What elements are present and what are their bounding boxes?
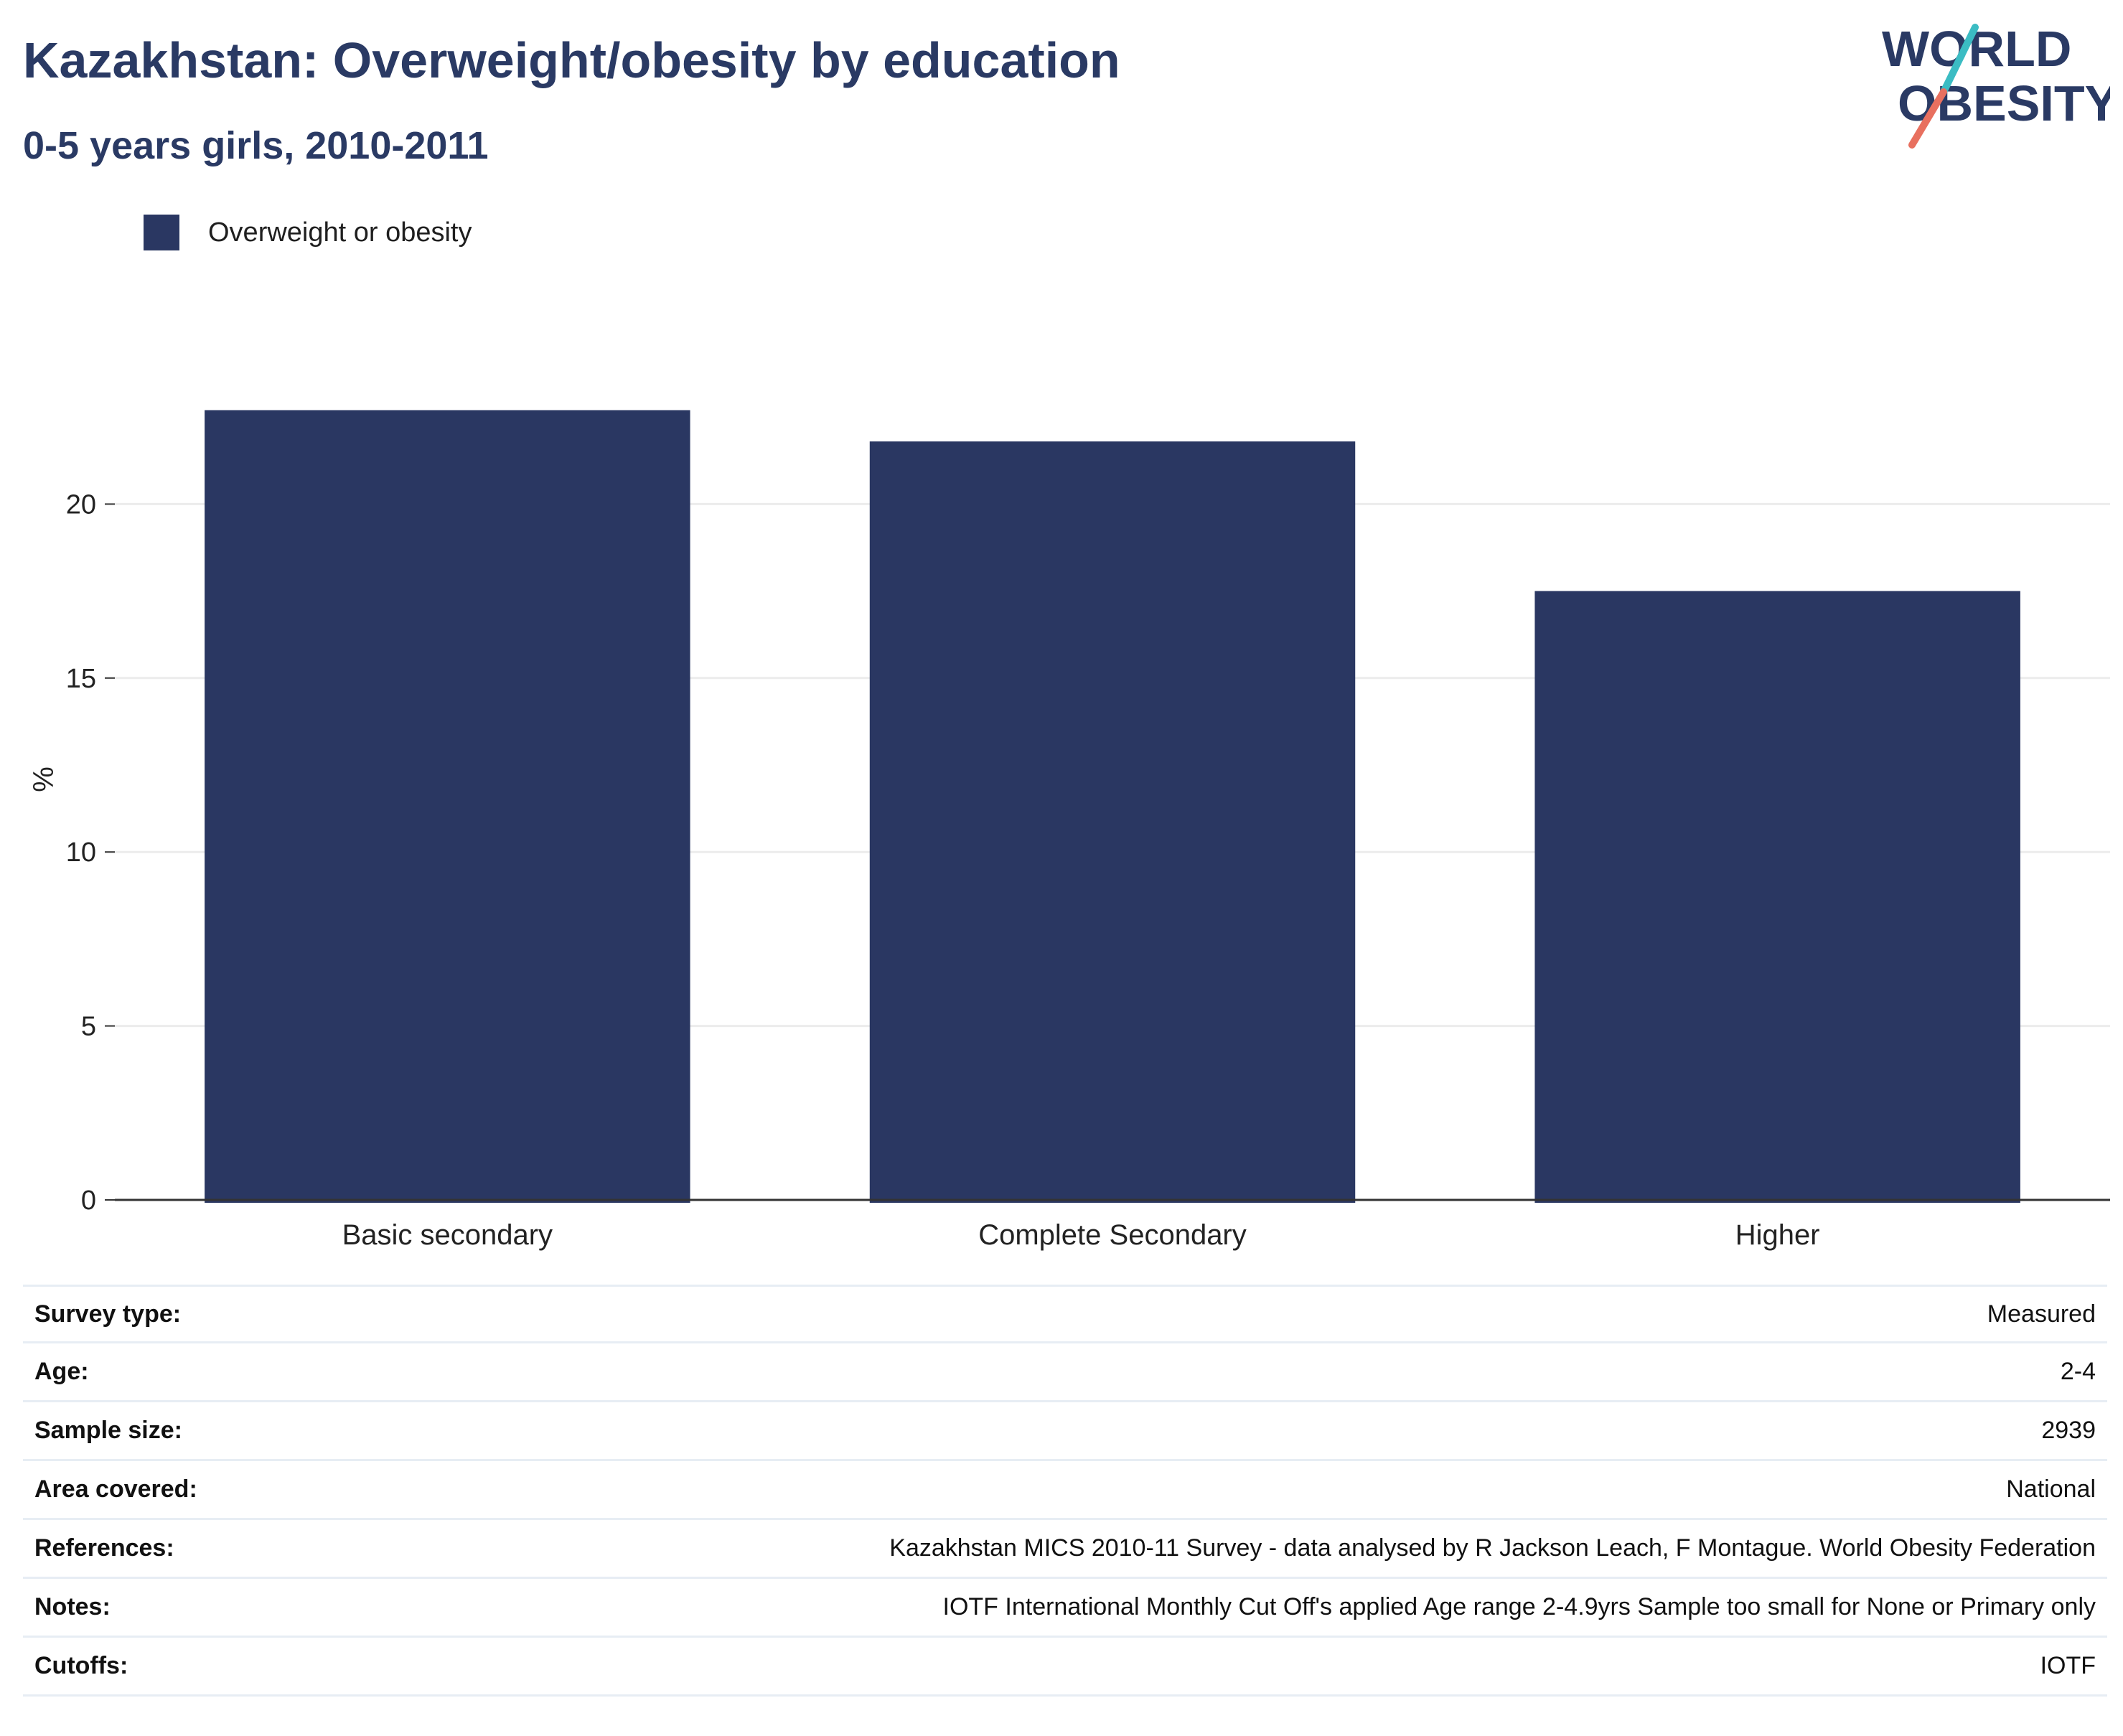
info-key: Survey type: <box>34 1300 182 1328</box>
bar <box>205 410 690 1203</box>
info-value: 2939 <box>2041 1417 2096 1444</box>
chart-legend: Overweight or obesity <box>144 212 472 253</box>
info-row-sample-size: Sample size: 2939 <box>23 1402 2107 1461</box>
info-row-age: Age: 2-4 <box>23 1343 2107 1402</box>
bar-chart: 0 5 10 15 20% Basic secondary Complete Seconda… <box>28 410 2110 1251</box>
x-tick-label: Basic secondary <box>342 1219 553 1251</box>
y-tick-label: 20 <box>66 489 96 520</box>
info-value: Kazakhstan MICS 2010-11 Survey - data an… <box>889 1534 2096 1562</box>
info-key: Area covered: <box>34 1475 197 1503</box>
y-tick-label: 5 <box>81 1012 96 1042</box>
chart-title: Kazakhstan: Overweight/obesity by educat… <box>23 32 1120 88</box>
bar <box>869 441 1356 1203</box>
info-key: References: <box>34 1534 174 1562</box>
info-row-cutoffs: Cutoffs: IOTF <box>23 1638 2107 1697</box>
info-row-area-covered: Area covered: National <box>23 1461 2107 1520</box>
y-tick-label: 10 <box>66 837 96 868</box>
info-key: Sample size: <box>34 1417 182 1444</box>
info-value: Measured <box>1987 1300 2096 1328</box>
info-key: Cutoffs: <box>34 1652 128 1679</box>
bar <box>1534 591 2020 1203</box>
y-tick-label: 15 <box>66 664 96 694</box>
logo-slash-coral <box>1908 88 1947 149</box>
legend-swatch <box>144 215 179 250</box>
info-value: 2-4 <box>2060 1358 2096 1385</box>
y-tick-label: 0 <box>81 1186 96 1216</box>
info-row-references: References: Kazakhstan MICS 2010-11 Surv… <box>23 1520 2107 1579</box>
info-row-notes: Notes: IOTF International Monthly Cut Of… <box>23 1579 2107 1638</box>
x-tick-label: Complete Secondary <box>978 1219 1247 1251</box>
survey-info-table: Survey type: Measured Age: 2-4 Sample si… <box>23 1285 2107 1697</box>
x-tick-label: Higher <box>1735 1219 1820 1251</box>
info-value: National <box>2006 1475 2096 1503</box>
logo-slash-teal <box>1940 24 1979 95</box>
legend-label: Overweight or obesity <box>208 217 472 248</box>
info-key: Notes: <box>34 1593 111 1620</box>
info-row-survey-type: Survey type: Measured <box>23 1285 2107 1343</box>
chart-subtitle: 0-5 years girls, 2010-2011 <box>23 124 489 167</box>
world-obesity-logo: WORLD OBESITY <box>1882 21 2110 149</box>
info-value: IOTF <box>2040 1652 2096 1679</box>
info-key: Age: <box>34 1358 89 1385</box>
info-value: IOTF International Monthly Cut Off's app… <box>942 1593 2096 1620</box>
y-axis-label: % <box>28 766 60 792</box>
